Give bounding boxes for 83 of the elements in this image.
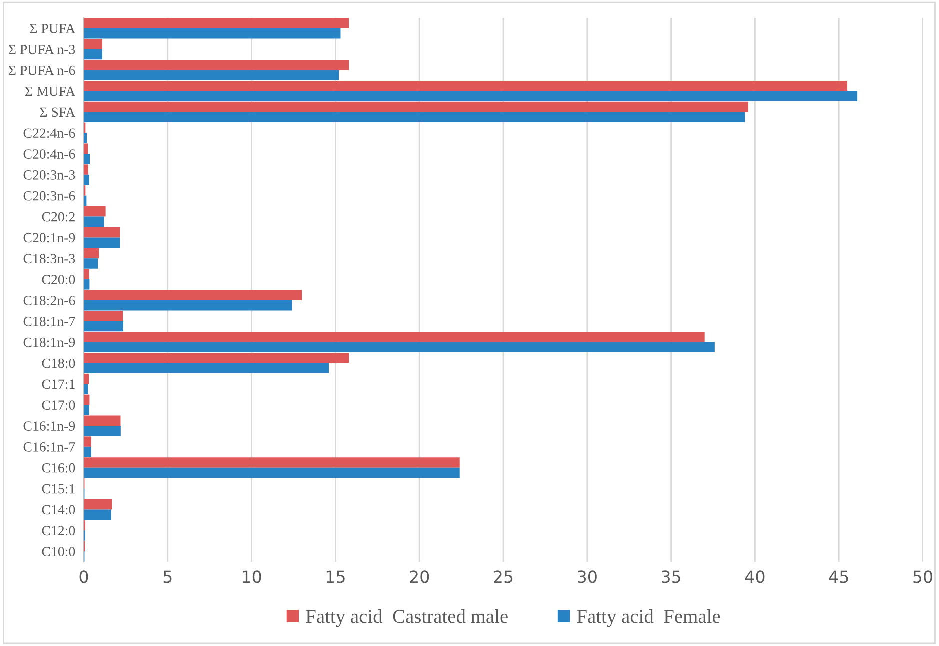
x-tick-label: 30 xyxy=(578,570,597,584)
bar xyxy=(84,510,112,520)
bar xyxy=(84,28,341,39)
x-tick-label: 35 xyxy=(662,570,680,584)
bar xyxy=(84,290,302,300)
y-tick-label: C18:2n-6 xyxy=(24,296,76,306)
bar xyxy=(84,164,88,175)
x-tick-label: 45 xyxy=(829,570,848,584)
y-tick-label: Σ PUFA xyxy=(30,24,76,34)
y-tick-label: C20:3n-3 xyxy=(24,170,76,180)
x-tick-label: 10 xyxy=(243,570,262,584)
bar xyxy=(84,49,102,60)
y-tick-label: C16:0 xyxy=(42,463,76,473)
y-tick-label: Σ MUFA xyxy=(26,86,76,96)
bar xyxy=(84,363,329,374)
bar xyxy=(84,154,90,164)
bar xyxy=(84,238,120,248)
bar xyxy=(84,144,88,154)
bar xyxy=(84,80,848,92)
bar xyxy=(84,426,121,436)
legend-label: Fatty acid Castrated male xyxy=(306,610,508,628)
y-tick-label: C12:0 xyxy=(42,526,76,536)
y-tick-label: C15:1 xyxy=(42,484,75,494)
bar xyxy=(84,133,88,144)
bar xyxy=(84,206,106,217)
bar xyxy=(84,311,124,322)
y-tick-label: C20:4n-6 xyxy=(24,150,76,160)
y-tick-label: C22:4n-6 xyxy=(24,128,76,138)
bar xyxy=(84,269,90,280)
bar xyxy=(84,258,98,269)
y-tick-label: C16:1n-9 xyxy=(24,422,76,432)
bar xyxy=(84,227,120,238)
x-tick-label: 5 xyxy=(164,570,172,584)
y-tick-label: C18:3n-3 xyxy=(24,254,76,264)
bar xyxy=(84,436,92,447)
bar xyxy=(84,60,350,70)
bar xyxy=(84,18,350,28)
y-tick-label: C14:0 xyxy=(42,505,76,515)
y-tick-label: C20:1n-9 xyxy=(24,233,76,243)
y-tick-label: C17:0 xyxy=(42,400,76,410)
bar xyxy=(84,248,100,259)
x-tick-label: 15 xyxy=(326,570,345,584)
bar xyxy=(84,416,121,426)
bar xyxy=(84,300,292,311)
y-tick-label: C20:0 xyxy=(42,275,76,285)
y-tick-label: C18:1n-7 xyxy=(24,316,76,326)
bar xyxy=(84,70,340,81)
x-tick-label: 25 xyxy=(494,570,513,584)
y-tick-label: C18:1n-9 xyxy=(24,338,76,348)
bar xyxy=(84,332,705,342)
bar xyxy=(84,394,90,406)
bar xyxy=(84,342,715,353)
bar xyxy=(84,216,104,228)
y-tick-label: C10:0 xyxy=(42,547,76,557)
bar xyxy=(84,405,90,416)
bar xyxy=(84,321,124,332)
bar xyxy=(84,280,90,290)
bar xyxy=(84,384,88,394)
x-tick-label: 20 xyxy=(410,570,430,584)
bar xyxy=(84,446,92,458)
bar xyxy=(84,102,748,112)
x-tick-label: 40 xyxy=(745,570,765,584)
y-tick-label: C18:0 xyxy=(42,358,76,368)
bar xyxy=(84,374,90,384)
bar xyxy=(84,39,102,50)
y-tick-label: C20:2 xyxy=(42,212,75,222)
y-tick-label: C20:3n-6 xyxy=(24,191,76,201)
y-tick-label: C16:1n-7 xyxy=(24,442,76,452)
y-tick-label: Σ SFA xyxy=(40,108,76,118)
legend-label: Fatty acid Female xyxy=(577,610,720,628)
bar xyxy=(84,174,90,186)
y-tick-label: Σ PUFA n-3 xyxy=(8,45,76,54)
y-tick-label: Σ PUFA n-6 xyxy=(8,66,76,76)
bar xyxy=(84,499,112,510)
bar xyxy=(84,458,460,468)
x-tick-label: 0 xyxy=(80,570,88,584)
bar xyxy=(84,112,746,122)
bar xyxy=(84,468,460,478)
bar xyxy=(84,352,350,364)
bar xyxy=(84,91,858,102)
bar xyxy=(84,196,87,206)
x-tick-label: 50 xyxy=(914,570,932,584)
y-tick-label: C17:1 xyxy=(42,380,75,390)
